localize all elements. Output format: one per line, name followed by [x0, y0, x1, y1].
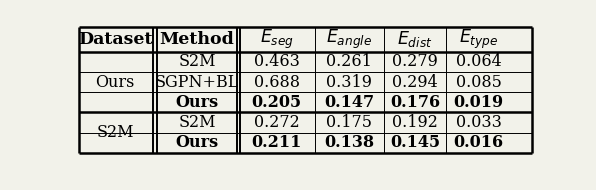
Text: 0.463: 0.463 — [254, 53, 300, 70]
Text: 0.279: 0.279 — [392, 53, 438, 70]
Text: SGPN+BL: SGPN+BL — [155, 74, 239, 91]
Text: 0.688: 0.688 — [253, 74, 300, 91]
Text: 0.192: 0.192 — [392, 114, 438, 131]
Text: 0.147: 0.147 — [324, 94, 374, 111]
Text: S2M: S2M — [178, 53, 216, 70]
Text: 0.272: 0.272 — [254, 114, 299, 131]
Text: Ours: Ours — [95, 74, 135, 91]
Text: $E_{\mathregular{type}}$: $E_{\mathregular{type}}$ — [459, 28, 498, 51]
Text: 0.085: 0.085 — [456, 74, 502, 91]
Text: Dataset: Dataset — [77, 31, 152, 48]
Text: $E_{\mathregular{angle}}$: $E_{\mathregular{angle}}$ — [326, 28, 372, 51]
Text: 0.145: 0.145 — [390, 134, 440, 151]
Text: 0.294: 0.294 — [392, 74, 438, 91]
Text: S2M: S2M — [96, 124, 134, 141]
Text: $E_{\mathregular{seg}}$: $E_{\mathregular{seg}}$ — [260, 28, 294, 51]
Text: 0.176: 0.176 — [390, 94, 440, 111]
Text: 0.211: 0.211 — [252, 134, 302, 151]
Text: Ours: Ours — [175, 94, 219, 111]
Text: 0.261: 0.261 — [327, 53, 372, 70]
Text: 0.175: 0.175 — [327, 114, 372, 131]
Text: 0.064: 0.064 — [456, 53, 502, 70]
Text: 0.205: 0.205 — [252, 94, 302, 111]
Text: 0.033: 0.033 — [456, 114, 502, 131]
Text: 0.016: 0.016 — [454, 134, 504, 151]
Text: 0.138: 0.138 — [324, 134, 374, 151]
Text: 0.019: 0.019 — [454, 94, 504, 111]
Text: Ours: Ours — [175, 134, 219, 151]
Text: 0.319: 0.319 — [327, 74, 372, 91]
Text: Method: Method — [160, 31, 234, 48]
Text: S2M: S2M — [178, 114, 216, 131]
Text: $E_{\mathregular{dist}}$: $E_{\mathregular{dist}}$ — [398, 29, 433, 49]
